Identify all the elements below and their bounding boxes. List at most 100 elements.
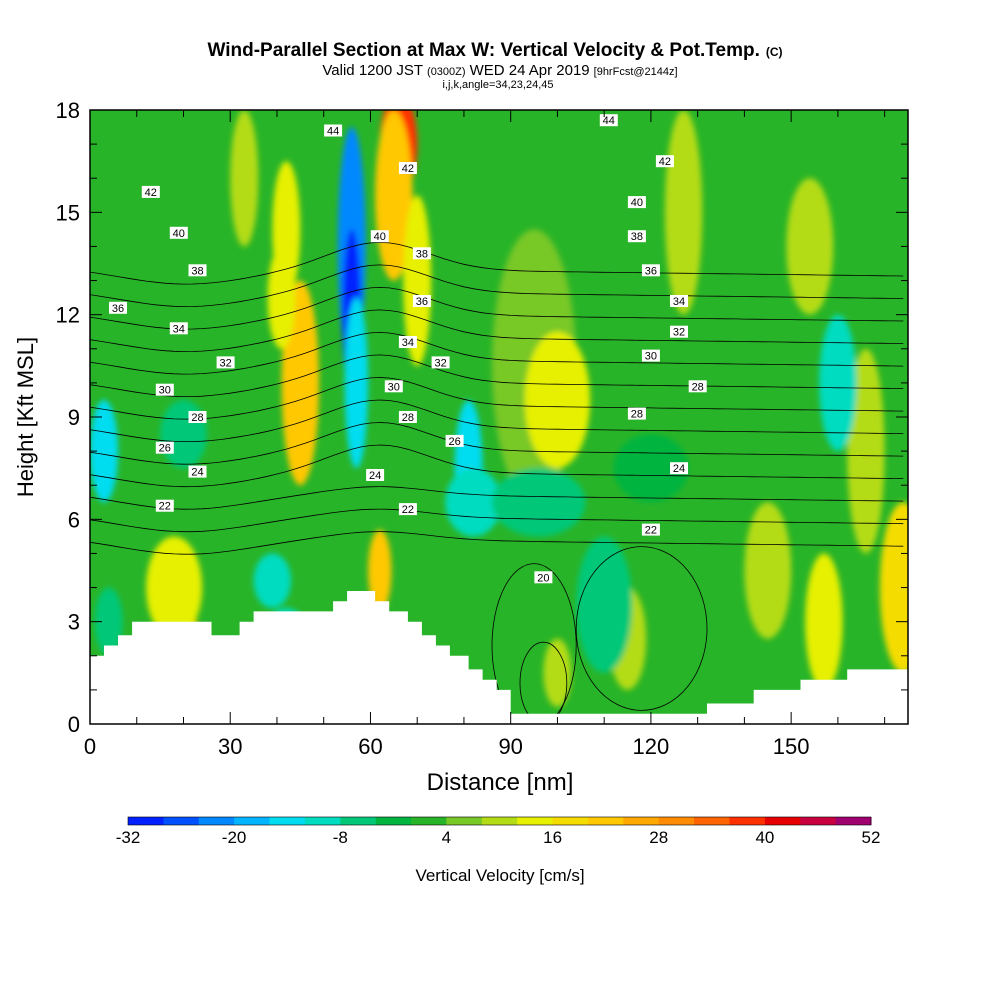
y-tick-label: 12 [56, 303, 80, 328]
velocity-cell [524, 331, 591, 469]
contour-label-box [188, 411, 207, 423]
colorbar-swatch [800, 817, 837, 825]
contour-label: 24 [369, 470, 381, 482]
velocity-cell [90, 399, 118, 503]
colorbar-swatch [694, 817, 730, 825]
x-axis-label: Distance [nm] [427, 769, 574, 796]
velocity-cell [847, 348, 885, 554]
contour-label-box [155, 383, 174, 396]
colorbar-swatch [764, 817, 801, 825]
velocity-cell [492, 468, 586, 537]
theta-contour [90, 377, 904, 420]
contour-label: 22 [645, 525, 657, 537]
contour-label-box [412, 295, 431, 307]
contour-label-box [398, 336, 417, 348]
contour-label-box [188, 264, 207, 277]
contour-label-box [655, 155, 674, 168]
y-tick-label: 0 [68, 712, 80, 737]
contour-label: 44 [327, 126, 339, 138]
x-tick-label: 60 [358, 734, 382, 759]
contour-label: 28 [191, 412, 203, 424]
colorbar-label: Vertical Velocity [cm/s] [415, 866, 584, 885]
theta-contour [90, 264, 904, 308]
contour-label-box [627, 230, 646, 243]
velocity-cell [543, 638, 572, 707]
colorbar-tick-label: 52 [862, 828, 881, 847]
contour-label-box [445, 434, 464, 447]
colorbar-tick-label: -20 [222, 828, 247, 847]
colorbar-swatch [304, 817, 341, 825]
contour-label-box [641, 264, 660, 277]
theta-contour [90, 354, 904, 397]
colorbar-swatch [375, 817, 412, 825]
colorbar-tick-label: 40 [755, 828, 774, 847]
colorbar-frame [127, 816, 872, 826]
contour-label: 30 [159, 385, 171, 397]
theta-contour [90, 331, 904, 375]
colorbar-swatch [623, 817, 660, 825]
velocity-cell [94, 587, 123, 656]
contour-label: 40 [173, 228, 185, 240]
colorbar-tick-label: -8 [333, 828, 348, 847]
y-tick-label: 15 [56, 200, 80, 225]
colorbar-tick-label: 16 [543, 828, 562, 847]
x-tick-label: 150 [773, 734, 810, 759]
y-tick-label: 9 [68, 405, 80, 430]
x-tick-label: 120 [633, 734, 670, 759]
contour-label: 42 [659, 156, 671, 168]
contour-label-box [169, 226, 188, 239]
contour-label-box [688, 380, 707, 393]
velocity-cell [403, 195, 432, 366]
contour-label: 38 [191, 265, 203, 277]
contour-label-box [670, 295, 688, 307]
contour-label: 32 [434, 357, 446, 369]
theta-contour-loop [575, 546, 708, 711]
contour-label: 42 [145, 187, 157, 199]
colorbar-tick-label: 4 [442, 828, 451, 847]
y-tick-label: 6 [68, 507, 80, 532]
velocity-cell [613, 434, 689, 503]
contour-label: 42 [402, 163, 414, 175]
contour-label-box [627, 407, 646, 420]
y-tick-label: 3 [68, 610, 80, 635]
theta-contour [90, 531, 904, 555]
contour-label: 36 [416, 296, 428, 308]
contour-label-box [324, 124, 343, 137]
contour-label: 32 [219, 357, 231, 369]
theta-contour [90, 309, 904, 353]
contour-label-box [370, 230, 389, 243]
contour-label: 38 [631, 231, 643, 243]
contour-label: 24 [191, 467, 203, 479]
contour-label-box [141, 185, 160, 198]
contour-label: 44 [603, 115, 615, 127]
colorbar-swatch [729, 817, 766, 825]
contour-label-box [398, 162, 417, 174]
velocity-cell [344, 297, 369, 469]
velocity-cell [253, 553, 291, 608]
chart-title: Wind-Parallel Section at Max W: Vertical… [207, 40, 782, 61]
contour-label: 22 [159, 501, 171, 513]
chart-subtitle: Valid 1200 JST (0300Z) WED 24 Apr 2019 [9hr… [322, 62, 677, 79]
contour-label-box [169, 322, 188, 335]
colorbar-swatch [481, 817, 518, 825]
contour-label: 28 [631, 409, 643, 421]
colorbar-swatch [163, 817, 200, 825]
contour-label: 38 [416, 248, 428, 260]
velocity-cell [272, 161, 301, 298]
colorbar-swatch [446, 817, 483, 825]
contour-label: 28 [402, 412, 414, 424]
contour-label-box [398, 411, 417, 423]
contour-label: 30 [388, 381, 400, 393]
velocity-cell [786, 178, 834, 315]
contour-label-box [641, 349, 660, 362]
colorbar-swatch [198, 817, 235, 825]
colorbar [127, 816, 872, 826]
contour-label-box [109, 301, 127, 314]
velocity-cell [160, 400, 207, 469]
colorbar-swatch [128, 817, 164, 825]
velocity-cell [805, 553, 843, 690]
x-tick-label: 90 [498, 734, 522, 759]
colorbar-swatch [658, 817, 695, 825]
contour-label-box [670, 325, 688, 338]
